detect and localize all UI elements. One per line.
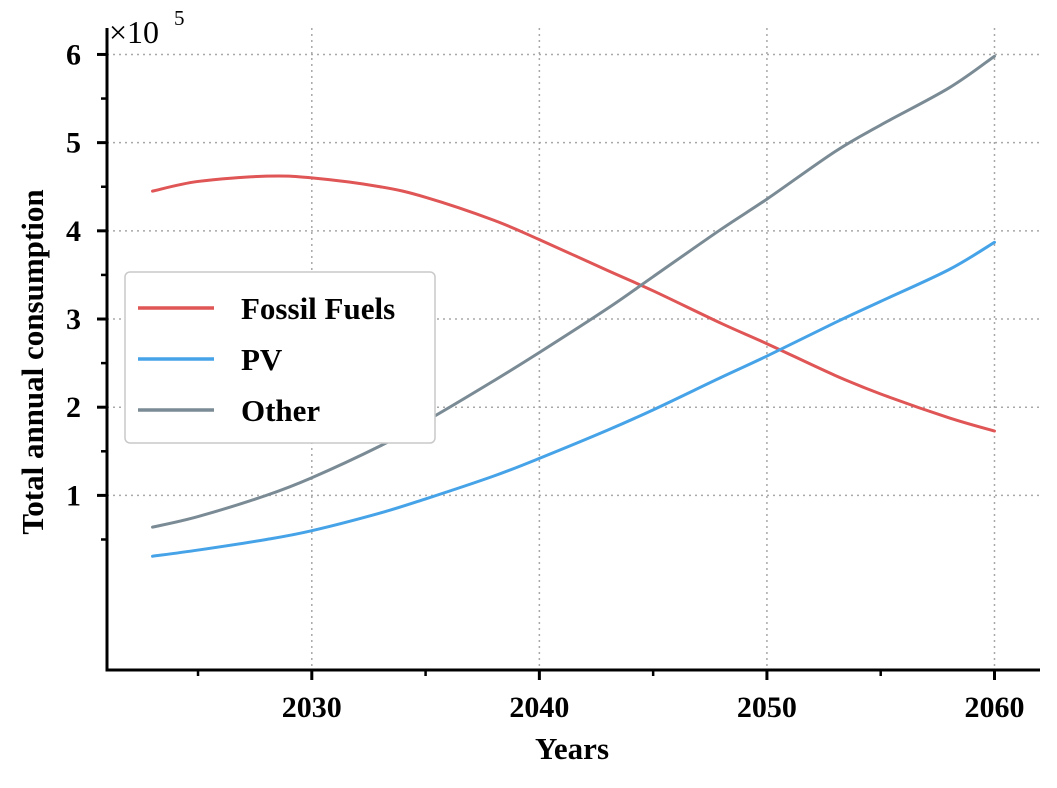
axis-ticks: 2030 2040 2050 2060 1 2 3 4 5 6 xyxy=(66,38,1024,724)
y-multiplier-base: ×10 xyxy=(109,14,159,50)
legend-label-other: Other xyxy=(241,393,320,428)
y-tick-label: 4 xyxy=(66,215,81,248)
y-multiplier: ×10 5 xyxy=(109,6,185,50)
y-tick-label: 5 xyxy=(66,127,81,160)
y-axis-title: Total annual consumption xyxy=(15,189,50,534)
y-tick-label: 2 xyxy=(66,391,81,424)
x-tick-label: 2060 xyxy=(964,691,1024,724)
y-tick-label: 1 xyxy=(66,479,81,512)
x-tick-label: 2050 xyxy=(737,691,797,724)
axes xyxy=(105,28,1040,672)
legend-box xyxy=(124,271,436,444)
x-tick-label: 2030 xyxy=(282,691,342,724)
series-line-fossil-fuels xyxy=(151,174,996,433)
x-tick-label: 2040 xyxy=(509,691,569,724)
plot-series xyxy=(151,54,996,558)
series-line-pv xyxy=(151,240,996,558)
legend-label-fossil-fuels: Fossil Fuels xyxy=(241,291,395,326)
x-axis-title: Years xyxy=(535,731,609,766)
y-tick-label: 6 xyxy=(66,38,81,71)
legend-label-pv: PV xyxy=(241,342,283,377)
legend: Fossil Fuels PV Other xyxy=(124,271,436,444)
series-line-other xyxy=(151,54,996,529)
grid xyxy=(107,28,1040,670)
y-multiplier-exponent: 5 xyxy=(174,6,185,30)
y-tick-label: 3 xyxy=(66,303,81,336)
